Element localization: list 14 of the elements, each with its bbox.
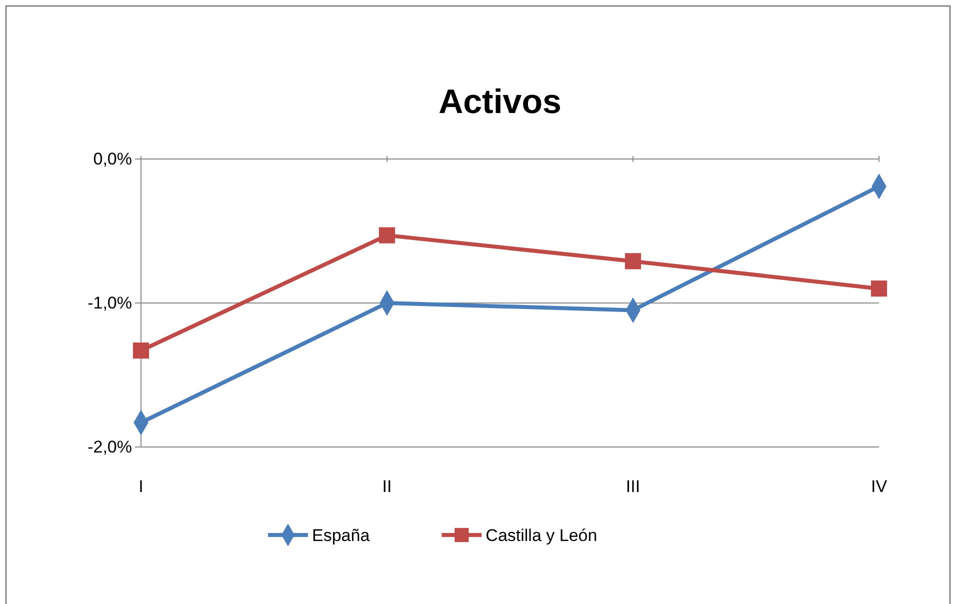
- x-tick-label: I: [138, 477, 144, 496]
- y-tick-label: -2,0%: [88, 437, 132, 456]
- legend-label: España: [312, 526, 370, 545]
- y-tick-label: 0,0%: [93, 149, 132, 168]
- y-tick-label: -1,0%: [88, 293, 132, 312]
- x-tick-label: IV: [870, 477, 888, 496]
- x-tick-label: III: [626, 477, 640, 496]
- chart-title: Activos: [438, 83, 562, 121]
- point: [378, 227, 396, 244]
- point: [624, 253, 642, 270]
- point: [870, 280, 888, 297]
- x-tick-label: II: [382, 477, 392, 496]
- point: [132, 342, 150, 359]
- legend-label: Castilla y León: [486, 526, 598, 545]
